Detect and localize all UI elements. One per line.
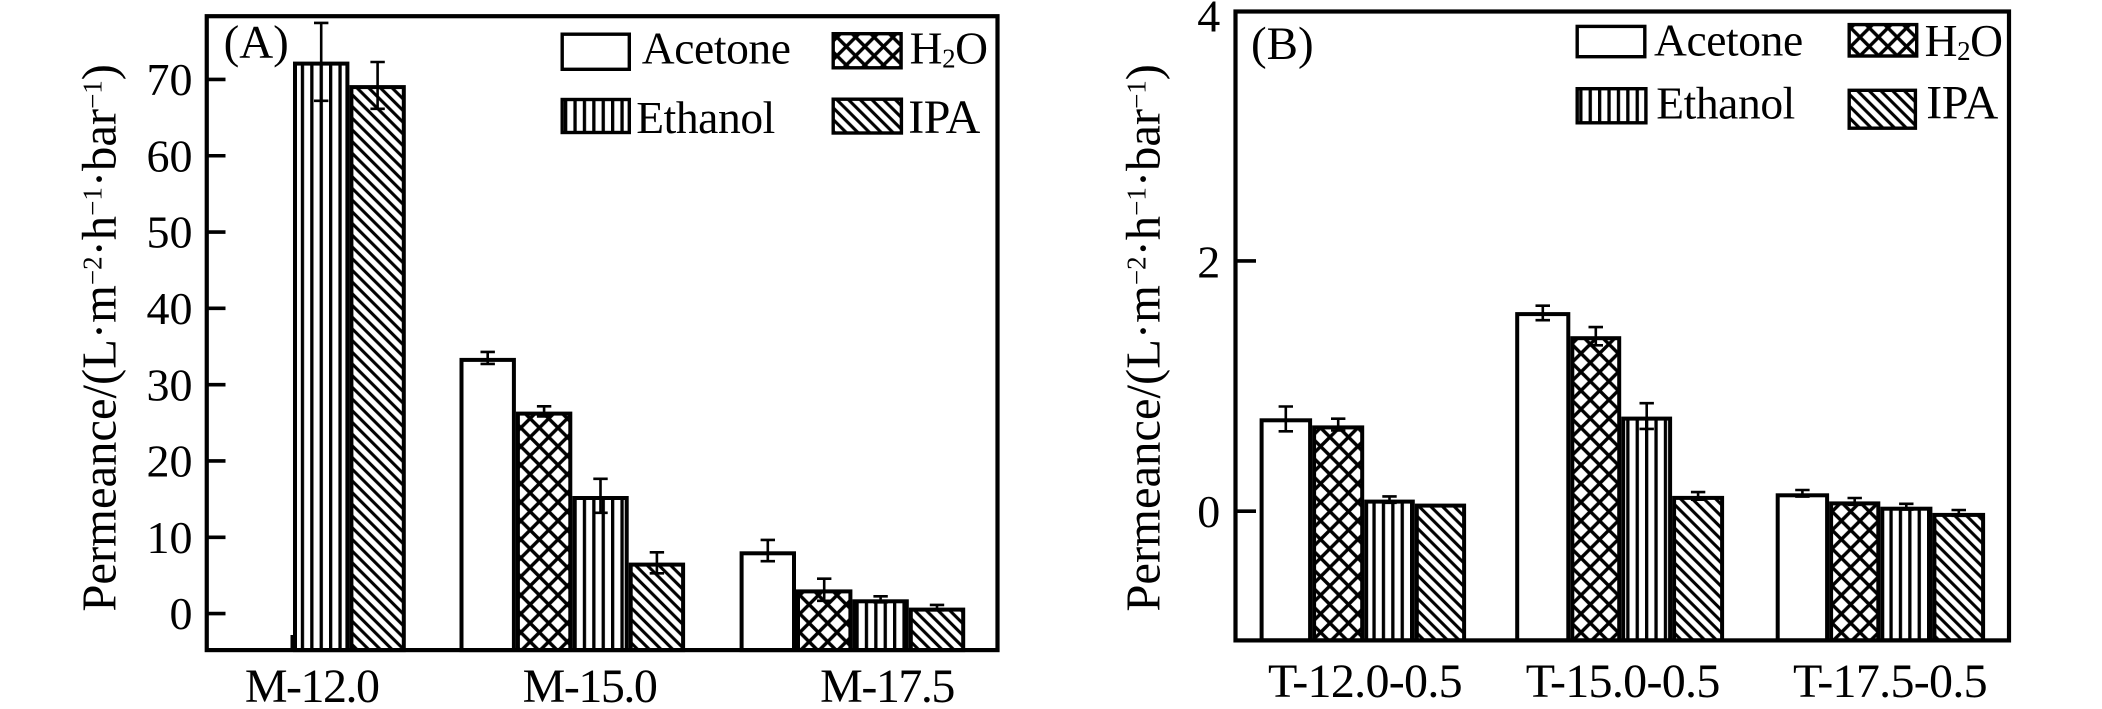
svg-text:M-12.0: M-12.0 <box>245 660 379 709</box>
svg-text:20: 20 <box>147 436 193 487</box>
svg-text:2: 2 <box>1197 237 1220 288</box>
svg-text:Acetone: Acetone <box>1654 15 1803 66</box>
svg-text:IPA: IPA <box>908 91 980 144</box>
svg-text:M-17.5: M-17.5 <box>820 660 954 709</box>
svg-text:0: 0 <box>170 588 193 639</box>
svg-text:60: 60 <box>147 130 193 181</box>
svg-text:IPA: IPA <box>1926 77 1998 130</box>
svg-text:0: 0 <box>1197 486 1220 537</box>
svg-text:M-15.0: M-15.0 <box>523 660 657 709</box>
svg-text:70: 70 <box>147 54 193 105</box>
svg-text:(A): (A) <box>224 17 289 69</box>
svg-text:Ethanol: Ethanol <box>636 92 775 143</box>
svg-text:30: 30 <box>147 359 193 410</box>
svg-text:Permeance/(L·m−2·h−1·bar−1): Permeance/(L·m−2·h−1·bar−1) <box>1117 64 1171 612</box>
svg-text:Acetone: Acetone <box>642 23 791 74</box>
svg-text:H2O: H2O <box>910 23 988 74</box>
svg-text:T-17.5-0.5: T-17.5-0.5 <box>1793 655 1987 708</box>
svg-text:(B): (B) <box>1251 18 1314 70</box>
svg-text:40: 40 <box>147 283 193 334</box>
svg-text:T-15.0-0.5: T-15.0-0.5 <box>1526 655 1720 708</box>
svg-text:Ethanol: Ethanol <box>1656 78 1795 129</box>
svg-text:50: 50 <box>147 207 193 258</box>
svg-text:T-12.0-0.5: T-12.0-0.5 <box>1268 655 1462 708</box>
svg-text:4: 4 <box>1197 0 1220 42</box>
svg-text:Permeance/(L·m−2·h−1·bar−1): Permeance/(L·m−2·h−1·bar−1) <box>73 64 127 612</box>
svg-text:10: 10 <box>147 512 193 563</box>
